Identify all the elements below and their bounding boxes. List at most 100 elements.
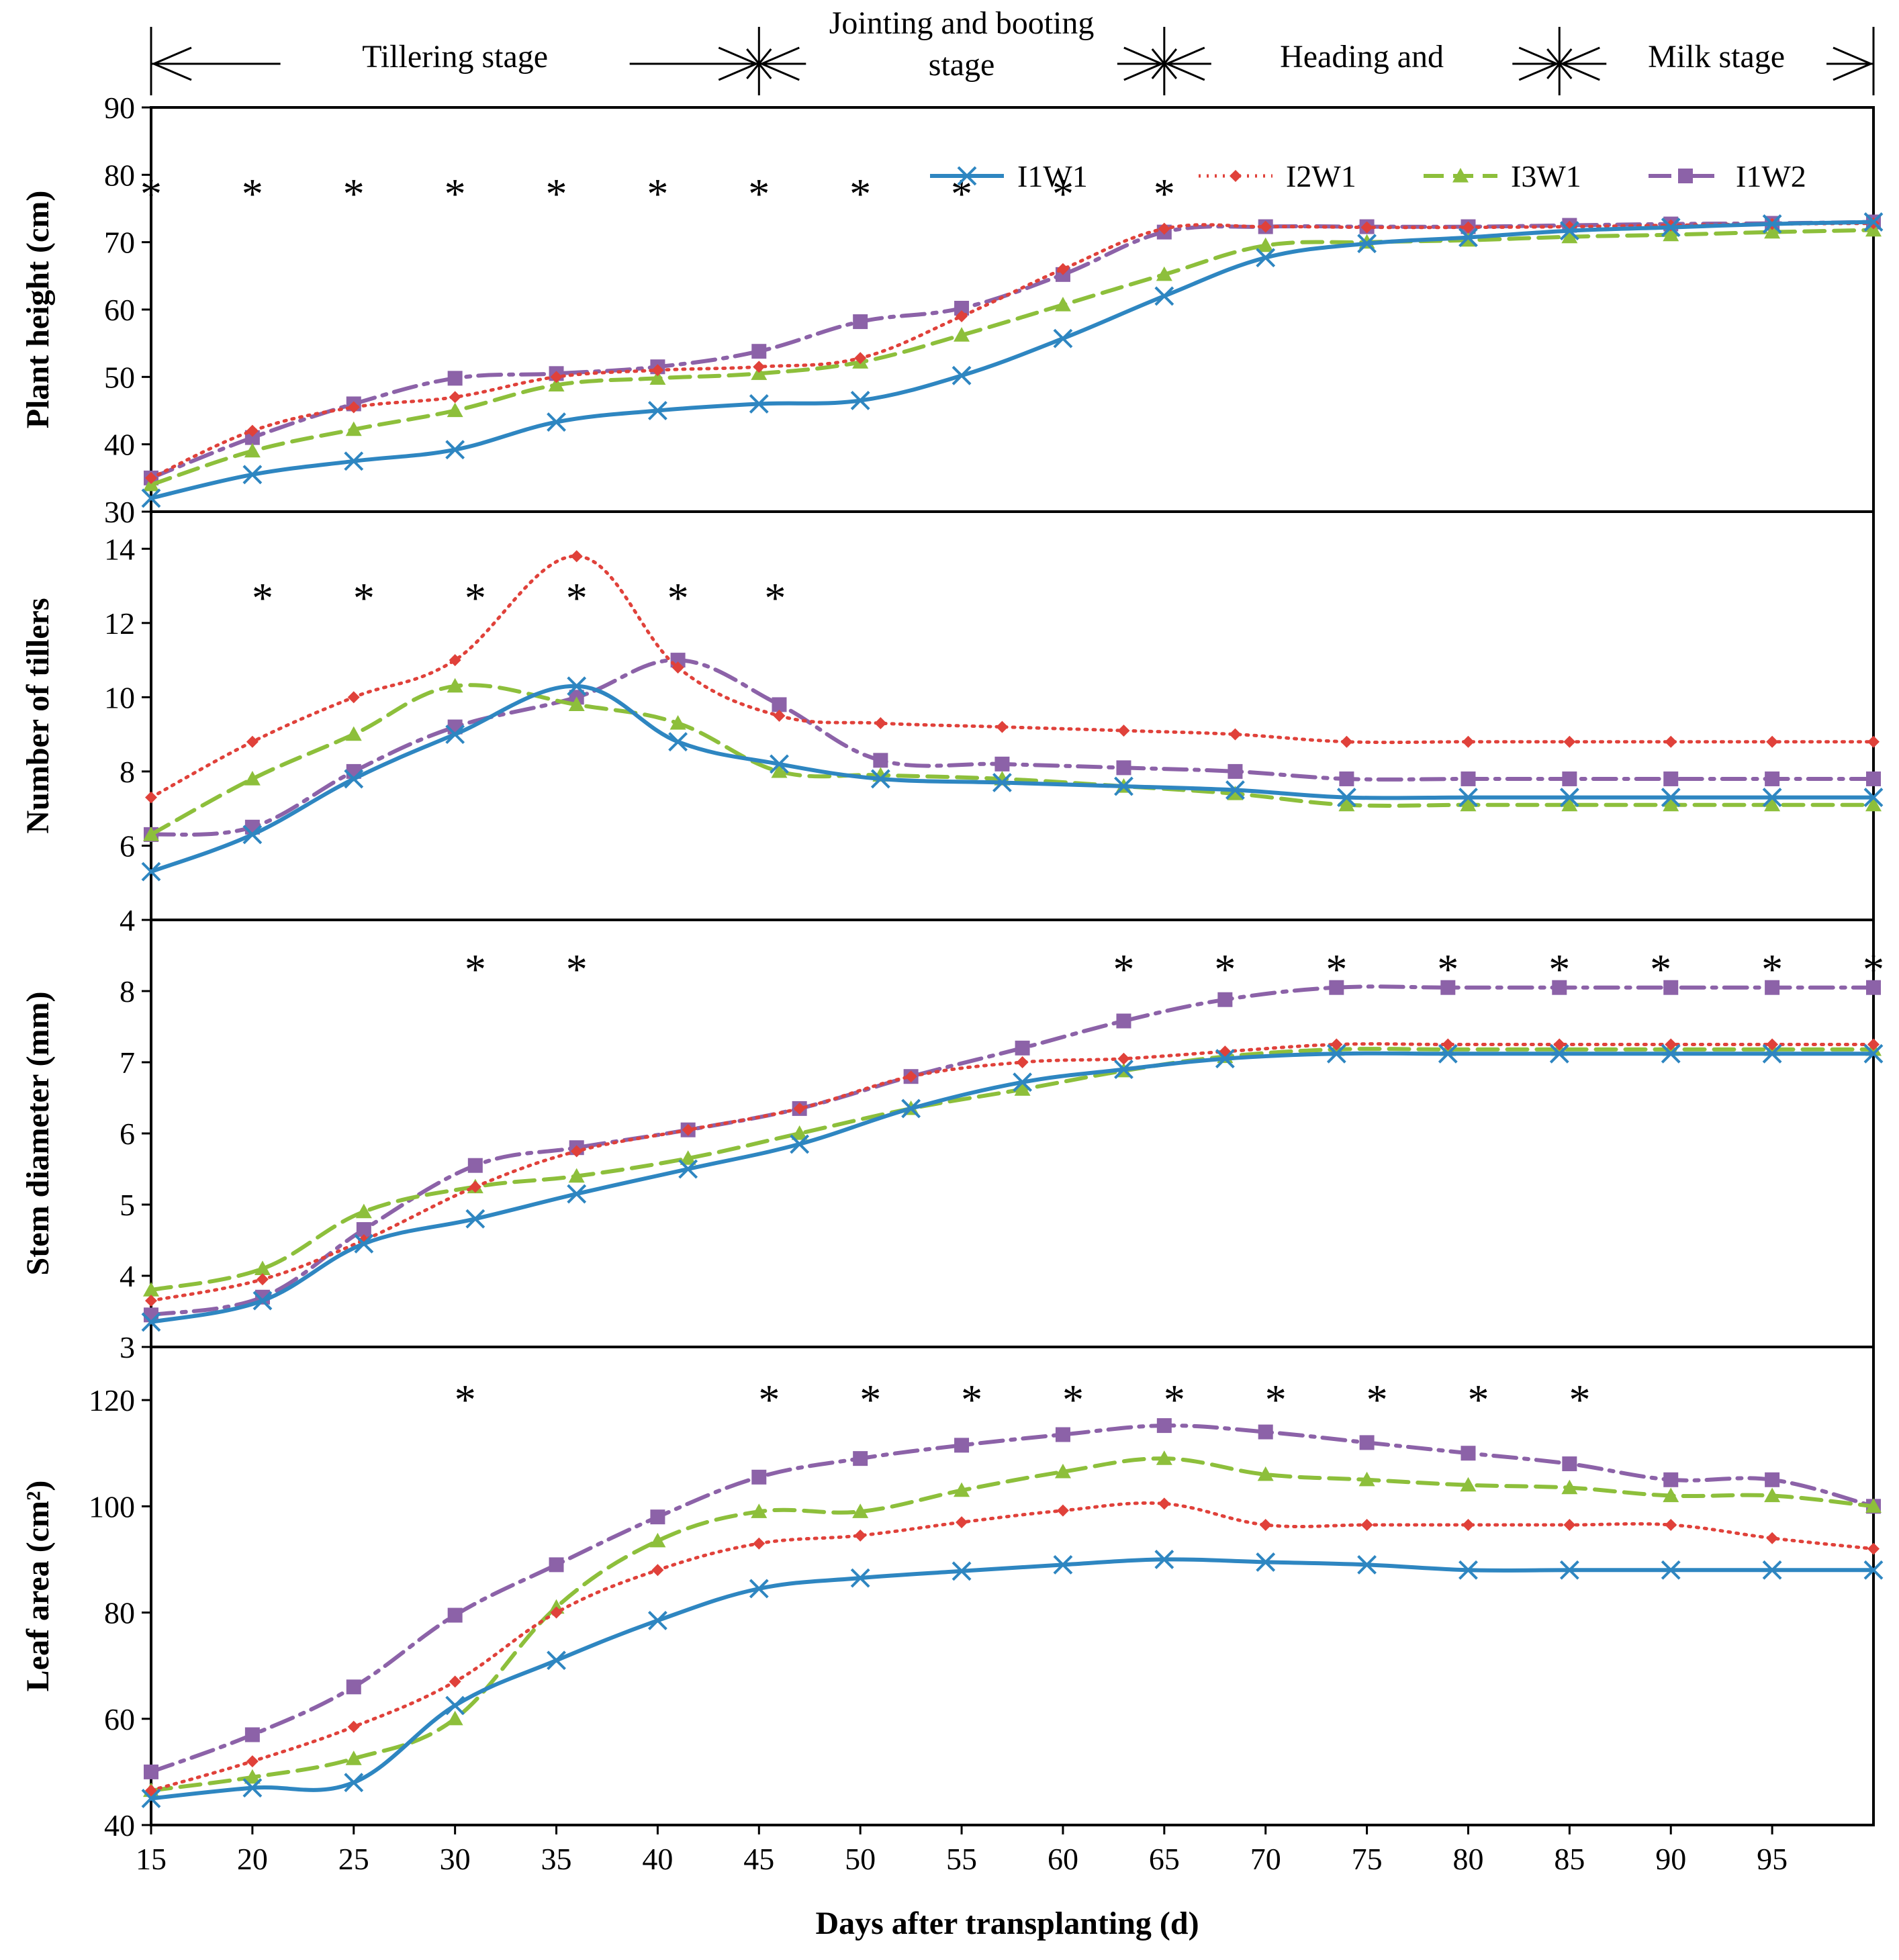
data-point-I2W1 — [1462, 221, 1475, 234]
data-point-I1W2 — [1116, 1013, 1131, 1029]
y-tick-label: 12 — [104, 606, 135, 641]
data-point-I1W1 — [1863, 1043, 1884, 1064]
data-point-I3W1 — [244, 770, 261, 786]
significance-asterisk: * — [546, 170, 567, 218]
significance-asterisk: * — [566, 945, 588, 993]
data-point-I1W1 — [547, 412, 566, 432]
x-tick-label: 50 — [845, 1842, 876, 1876]
data-point-I1W2 — [1228, 763, 1243, 779]
y-tick-label: 30 — [104, 495, 135, 529]
data-point-I3W1 — [1460, 796, 1477, 812]
data-point-I1W1 — [770, 754, 789, 774]
data-point-I1W1 — [344, 1773, 364, 1793]
data-point-I1W1 — [1053, 1554, 1073, 1575]
data-point-I1W1 — [790, 1134, 810, 1154]
data-point-I2W1 — [1340, 735, 1353, 748]
series-group — [141, 212, 1884, 1808]
data-point-I1W2 — [853, 314, 868, 330]
data-point-I1W1 — [344, 769, 364, 789]
data-point-I2W1 — [1016, 1056, 1029, 1068]
data-point-I3W1 — [447, 678, 463, 693]
significance-asterisk: * — [961, 1376, 982, 1424]
data-point-I1W1 — [354, 1233, 374, 1254]
data-point-I1W2 — [356, 1222, 371, 1238]
stage-label-bg — [806, 5, 1117, 81]
significance-asterisk: * — [1052, 170, 1074, 218]
data-point-I1W2 — [1866, 771, 1881, 786]
data-point-I1W2 — [1461, 771, 1476, 786]
x-tick-label: 25 — [338, 1842, 369, 1876]
data-point-I3W1 — [1338, 796, 1355, 812]
data-point-I1W2 — [1339, 771, 1354, 786]
series-line-I1W2 — [149, 984, 1875, 1317]
data-point-I2W1 — [449, 391, 461, 404]
panel-1 — [141, 212, 1884, 508]
y-tick-label: 50 — [104, 360, 135, 394]
data-point-I2W1 — [1462, 1519, 1475, 1532]
data-point-I3W1 — [143, 826, 159, 841]
data-point-I3W1 — [669, 715, 686, 730]
significance-asterisk: * — [252, 574, 273, 622]
data-point-I2W1 — [956, 310, 968, 323]
data-point-I2W1 — [682, 1123, 694, 1136]
data-point-I1W1 — [1559, 788, 1579, 808]
data-point-I1W2 — [1116, 760, 1131, 776]
data-point-I3W1 — [1561, 228, 1578, 244]
significance-asterisk: * — [758, 1376, 780, 1424]
significance-asterisk: * — [242, 170, 263, 218]
legend-label: I1W2 — [1736, 159, 1806, 193]
data-point-I3W1 — [1227, 786, 1244, 800]
data-point-I2W1 — [1553, 1038, 1566, 1051]
series-line-I2W1 — [149, 222, 1875, 480]
data-point-I2W1 — [347, 401, 360, 414]
data-point-I2W1 — [145, 471, 157, 484]
x-tick-label: 45 — [743, 1842, 774, 1876]
significance-asterisk: * — [1569, 1376, 1590, 1424]
stage-label: Jointing and booting stage — [829, 5, 1095, 83]
data-point-I2W1 — [996, 720, 1009, 733]
data-point-I1W2 — [1562, 1456, 1577, 1472]
data-point-I3W1 — [1257, 1466, 1274, 1481]
data-point-I3W1 — [771, 763, 788, 778]
data-point-I2W1 — [570, 1145, 583, 1158]
data-point-I2W1 — [1117, 1052, 1130, 1065]
data-point-I2W1 — [854, 352, 867, 365]
data-point-I2W1 — [753, 1537, 766, 1550]
significance-asterisk: * — [343, 170, 365, 218]
data-point-I1W2 — [1663, 771, 1679, 786]
significance-asterisk: * — [465, 574, 486, 622]
data-point-I1W2 — [751, 344, 767, 359]
data-point-I1W1 — [647, 1611, 667, 1630]
data-point-I1W1 — [1154, 1550, 1174, 1569]
x-tick-label: 65 — [1149, 1842, 1180, 1876]
data-point-I1W1 — [1215, 1049, 1235, 1069]
data-point-I3W1 — [649, 1532, 666, 1548]
stage-label: Tillering stage — [362, 39, 548, 75]
data-point-I1W1 — [1661, 1560, 1681, 1580]
significance-asterisk: * — [140, 170, 162, 218]
data-point-I3W1 — [568, 696, 585, 712]
data-point-I1W1 — [344, 451, 364, 471]
significance-markers: * * * * * * * * * * ** * * * * ** * * * * * * * * ** * * * * * * * * * — [140, 170, 1884, 1424]
y-tick-label: 40 — [104, 1808, 135, 1842]
series-line-I3W1 — [149, 1047, 1875, 1293]
data-point-I1W2 — [144, 1764, 158, 1779]
y-tick-label: 80 — [104, 1596, 135, 1630]
data-point-I2W1 — [145, 1784, 157, 1797]
x-tick-label: 85 — [1554, 1842, 1585, 1876]
data-point-I1W1 — [992, 773, 1012, 792]
significance-asterisk: * — [748, 170, 770, 218]
significance-asterisk: * — [1548, 945, 1570, 993]
panel-3 — [141, 980, 1884, 1332]
data-point-I1W1 — [901, 1099, 921, 1119]
data-point-I1W2 — [1663, 980, 1679, 995]
data-point-I1W1 — [1336, 788, 1356, 808]
data-point-I3W1 — [1764, 224, 1781, 239]
data-point-I2W1 — [1229, 728, 1242, 741]
data-point-I1W1 — [1458, 1560, 1478, 1580]
plot-border — [150, 106, 1875, 1826]
data-point-I1W2 — [1217, 992, 1233, 1007]
data-point-I2W1 — [854, 1529, 867, 1542]
significance-asterisk: * — [1437, 945, 1458, 993]
data-point-I1W1 — [1661, 218, 1681, 238]
